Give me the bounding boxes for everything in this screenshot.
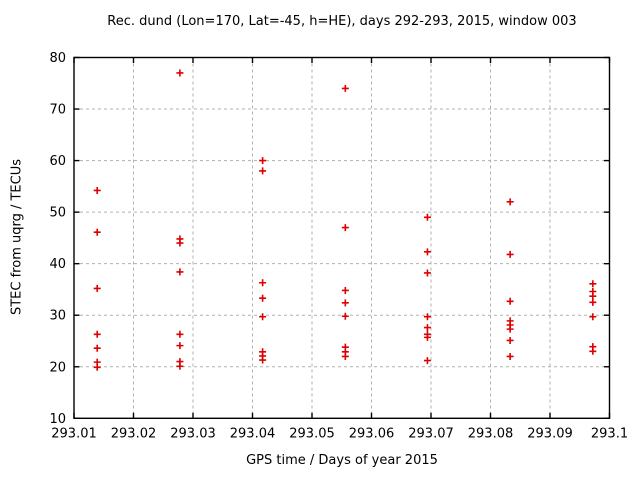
x-tick-label: 293.06 [349,426,395,441]
data-point-marker [93,363,101,371]
data-point-marker [176,342,184,350]
data-point-marker [259,313,267,321]
data-point-marker [341,286,349,294]
data-point-marker [93,284,101,292]
x-tick-label: 293.05 [289,426,335,441]
data-point-marker [259,294,267,302]
data-point-marker [176,330,184,338]
y-tick-label: 50 [49,206,66,221]
data-point-marker [506,352,514,360]
data-point-marker [176,362,184,370]
y-tick-label: 40 [49,257,66,272]
plot-border [73,56,611,419]
data-point-marker [341,299,349,307]
data-point-marker [259,167,267,175]
x-tick-label: 293.02 [111,426,157,441]
x-tick-label: 293.08 [468,426,514,441]
data-point-marker [341,312,349,320]
data-point-marker [589,347,597,355]
data-point-marker [176,268,184,276]
data-point-marker [93,344,101,352]
data-point-marker [506,325,514,333]
data-point-marker [341,84,349,92]
data-point-marker [93,228,101,236]
data-point-marker [423,248,431,256]
y-tick-label: 30 [49,309,66,324]
x-tick-label: 293.04 [230,426,276,441]
data-point-marker [506,198,514,206]
x-tick-label: 293.07 [408,426,454,441]
y-tick-label: 10 [49,412,66,427]
data-point-marker [259,356,267,364]
data-point-marker [423,269,431,277]
chart-title: Rec. dund (Lon=170, Lat=-45, h=HE), days… [107,14,577,29]
x-tick-label: 293.1 [591,426,628,441]
y-tick-label: 70 [49,103,66,118]
x-tick-label: 293.09 [527,426,573,441]
data-point-marker [176,239,184,247]
y-tick-label: 80 [49,51,66,66]
data-point-marker [259,279,267,287]
data-point-marker [423,357,431,365]
y-tick-label: 20 [49,360,66,375]
data-point-marker [341,224,349,232]
data-point-marker [506,250,514,258]
data-point-marker [93,330,101,338]
data-point-marker [589,280,597,288]
data-point-marker [423,213,431,221]
data-point-marker [423,333,431,341]
y-axis-label: STEC from uqrg / TECUs [9,158,25,316]
data-point-marker [589,292,597,300]
x-axis-label: GPS time / Days of year 2015 [246,453,438,468]
x-tick-label: 293.03 [170,426,216,441]
data-point-marker [423,313,431,321]
x-tick-label: 293.01 [51,426,97,441]
data-point-marker [506,336,514,344]
data-point-marker [341,352,349,360]
data-point-marker [589,298,597,306]
data-point-marker [423,324,431,332]
y-tick-label: 60 [49,154,66,169]
data-point-marker [259,157,267,165]
data-point-marker [506,297,514,305]
data-point-marker [589,313,597,321]
data-point-marker [93,186,101,194]
data-point-marker [176,69,184,77]
